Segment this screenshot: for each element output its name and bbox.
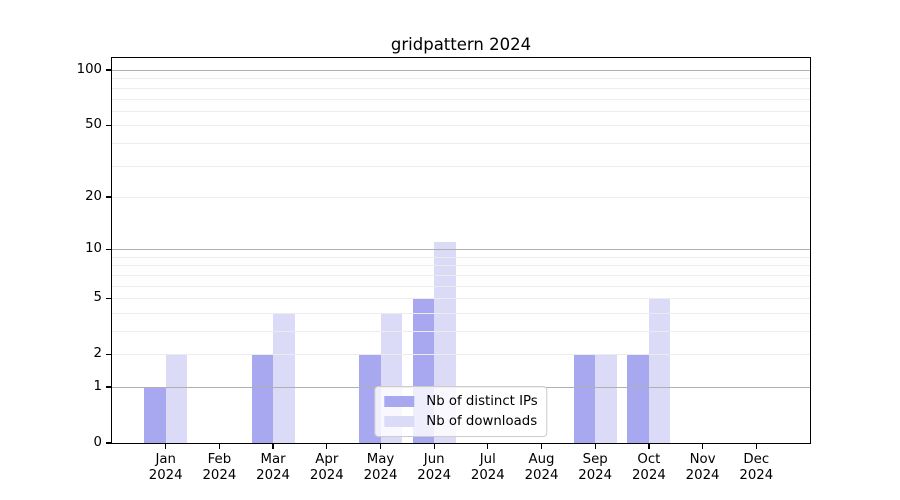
x-tick-mark-aug-2024: [540, 444, 543, 450]
y-tick-label-2: 2: [93, 346, 102, 362]
y-tick-mark-0: [105, 442, 111, 444]
legend-item-distinct-ips: Nb of distinct IPs: [384, 394, 538, 409]
bar-nb-of-downloads-jan-2024: [165, 354, 188, 443]
x-tick-mark-apr-2024: [326, 444, 328, 450]
x-tick-label-jan-2024: Jan 2024: [148, 452, 183, 483]
bar-nb-of-distinct-ips-mar-2024: [251, 354, 274, 443]
legend-item-downloads: Nb of downloads: [384, 414, 537, 429]
x-tick-mark-may-2024: [379, 444, 382, 450]
y-tick-mark-5: [105, 297, 111, 299]
x-tick-label-mar-2024: Mar 2024: [256, 452, 291, 483]
y-tick-mark-2: [105, 353, 111, 355]
x-tick-label-feb-2024: Feb 2024: [202, 452, 237, 483]
legend-swatch-downloads: [384, 416, 415, 427]
legend-swatch-distinct-ips: [384, 396, 415, 407]
chart-title: gridpattern 2024: [390, 35, 532, 54]
bar-nb-of-distinct-ips-oct-2024: [627, 354, 649, 443]
x-tick-label-dec-2024: Dec 2024: [739, 452, 774, 483]
x-tick-label-sep-2024: Sep 2024: [578, 452, 613, 483]
y-tick-label-0: 0: [93, 435, 102, 450]
y-tick-mark-20: [105, 196, 111, 198]
y-tick-label-20: 20: [85, 189, 102, 204]
spine-bottom: [110, 443, 812, 445]
x-tick-mark-jul-2024: [487, 444, 489, 450]
gridline-minor-20: [112, 197, 810, 198]
x-tick-mark-oct-2024: [648, 444, 650, 450]
plot-area: Nb of distinct IPs Nb of downloads: [112, 58, 810, 443]
gridline-minor-3: [112, 331, 810, 332]
bar-nb-of-downloads-oct-2024: [648, 298, 671, 443]
grid-layer: [112, 58, 810, 443]
gridline-major-100: [112, 70, 810, 71]
y-tick-mark-1: [105, 386, 111, 388]
x-tick-label-jul-2024: Jul 2024: [470, 452, 505, 483]
y-tick-mark-50: [105, 124, 111, 126]
legend-label-distinct-ips: Nb of distinct IPs: [426, 394, 538, 409]
gridline-minor-60: [112, 110, 810, 112]
x-tick-mark-feb-2024: [218, 444, 220, 450]
gridline-minor-9: [112, 256, 810, 258]
gridline-major-10: [112, 249, 810, 251]
spine-left: [110, 56, 112, 445]
y-tick-mark-10: [105, 248, 111, 250]
x-tick-mark-jan-2024: [165, 444, 167, 450]
bar-nb-of-distinct-ips-jan-2024: [144, 387, 166, 443]
spine-top: [110, 56, 812, 58]
x-tick-mark-sep-2024: [594, 444, 596, 450]
x-tick-label-may-2024: May 2024: [363, 452, 398, 483]
gridline-minor-2: [112, 354, 810, 356]
x-tick-mark-dec-2024: [755, 444, 757, 450]
gridline-minor-30: [112, 165, 810, 167]
y-tick-label-1: 1: [93, 379, 102, 394]
y-tick-mark-100: [105, 69, 111, 71]
bar-nb-of-downloads-mar-2024: [273, 312, 295, 443]
gridline-minor-8: [112, 265, 810, 267]
x-tick-label-aug-2024: Aug 2024: [524, 452, 559, 483]
x-tick-mark-nov-2024: [702, 444, 704, 450]
bar-nb-of-distinct-ips-sep-2024: [573, 354, 596, 443]
y-tick-label-100: 100: [76, 62, 102, 77]
gridline-minor-70: [112, 98, 810, 100]
gridline-minor-5: [112, 298, 810, 300]
legend: Nb of distinct IPs Nb of downloads: [374, 386, 548, 437]
spine-right: [810, 56, 812, 445]
gridline-minor-90: [112, 78, 810, 80]
x-tick-label-nov-2024: Nov 2024: [685, 452, 720, 483]
x-tick-label-jun-2024: Jun 2024: [417, 452, 452, 483]
gridline-minor-7: [112, 274, 810, 276]
gridline-minor-50: [112, 125, 810, 127]
y-tick-label-10: 10: [85, 241, 102, 257]
legend-label-downloads: Nb of downloads: [426, 414, 538, 429]
x-tick-mark-mar-2024: [272, 444, 274, 450]
gridline-minor-40: [112, 142, 810, 144]
x-tick-mark-jun-2024: [433, 444, 435, 450]
y-tick-label-5: 5: [93, 290, 102, 306]
y-tick-label-50: 50: [85, 117, 102, 133]
x-tick-label-oct-2024: Oct 2024: [631, 452, 666, 483]
gridline-minor-80: [112, 87, 810, 89]
gridline-minor-4: [112, 312, 810, 314]
bar-nb-of-downloads-sep-2024: [595, 354, 617, 443]
gridline-minor-6: [112, 285, 810, 287]
x-tick-label-apr-2024: Apr 2024: [309, 452, 344, 483]
